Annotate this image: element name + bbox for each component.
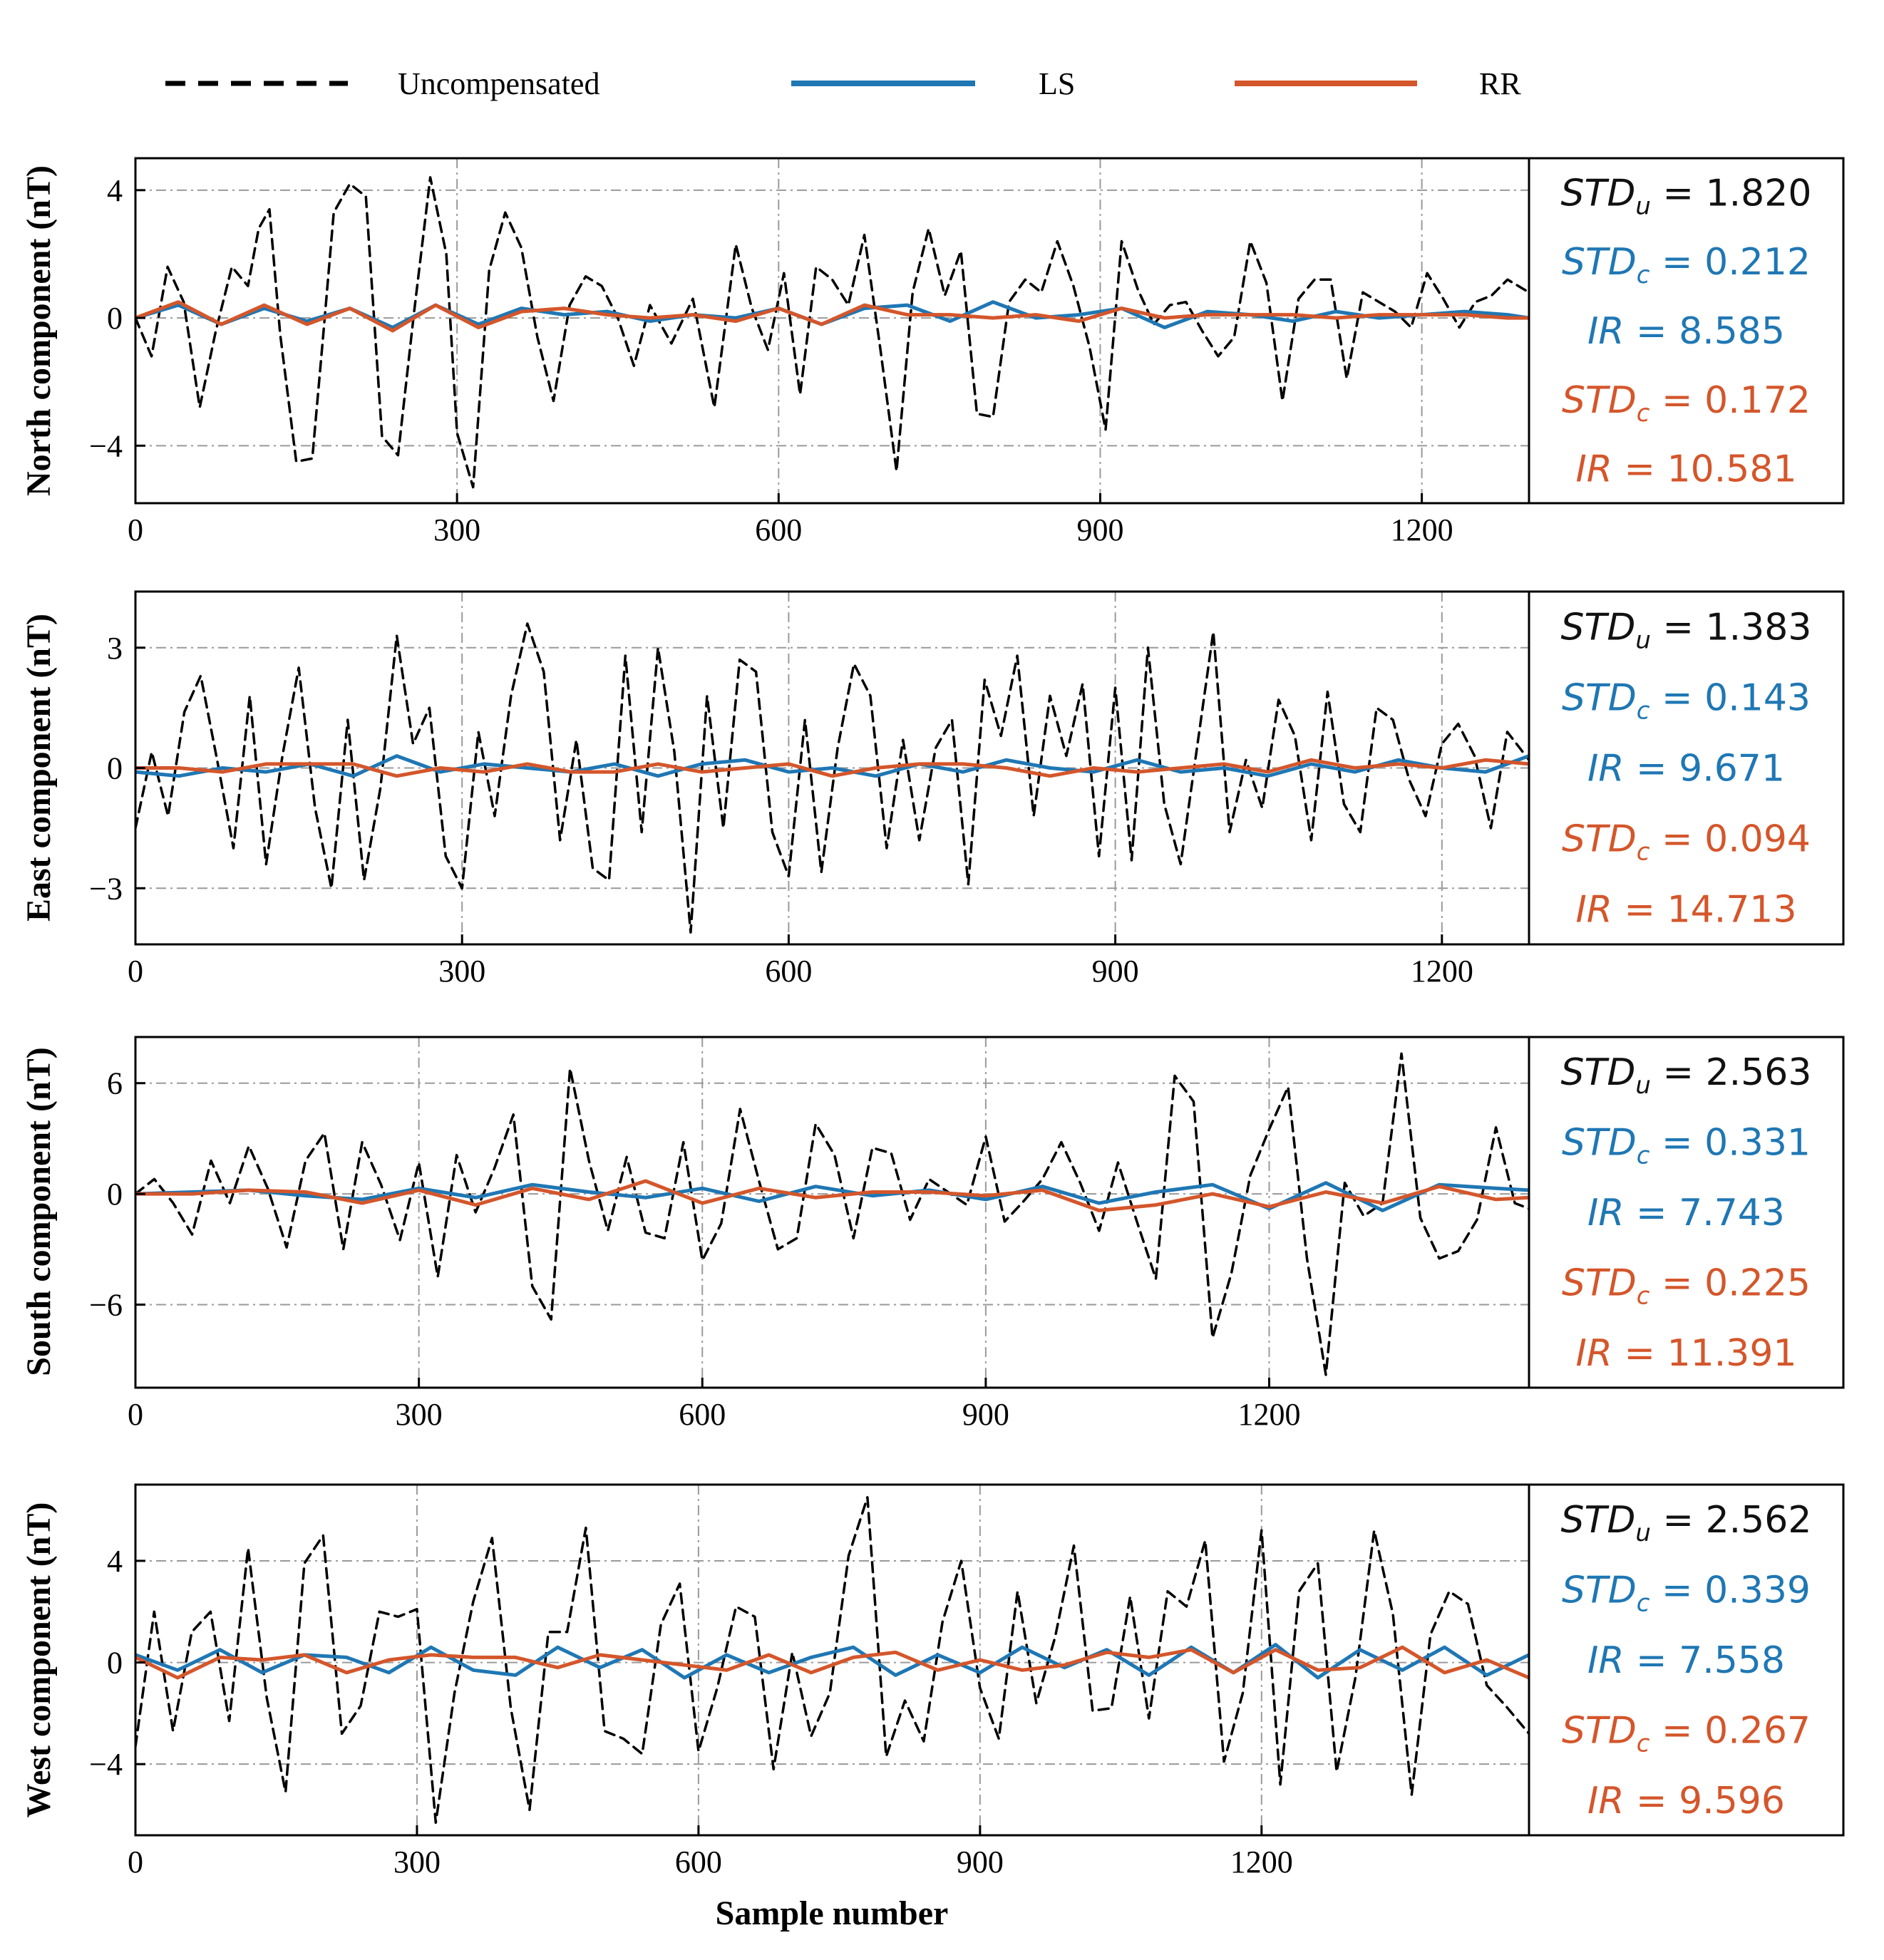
- stat-std-c-rr: STDc = 0.267: [1562, 1709, 1811, 1758]
- x-tick-label: 900: [957, 1845, 1004, 1879]
- x-tick-label: 0: [128, 954, 143, 989]
- y-tick-label: 4: [107, 173, 123, 208]
- y-tick-label: −4: [89, 428, 123, 463]
- stat-std-c-rr: STDc = 0.094: [1562, 818, 1811, 867]
- x-tick-label: 300: [438, 954, 485, 989]
- x-tick-label: 900: [1076, 512, 1123, 547]
- stat-ir-ls: IR = 8.585: [1587, 310, 1785, 353]
- stat-ir-rr: IR = 14.713: [1575, 889, 1796, 932]
- east-series-rr: [135, 758, 1529, 778]
- x-tick-label: 600: [765, 954, 812, 989]
- east-panel: −3 0 3 0 300 600 900 1200 East component (nT) S…: [20, 590, 1845, 989]
- west-series-uncompensated: [135, 1496, 1529, 1824]
- south-series-uncompensated: [135, 1052, 1529, 1376]
- x-tick-label: 600: [755, 512, 802, 547]
- stat-std-c-ls: STDc = 0.331: [1562, 1122, 1811, 1170]
- west-ylabel: West component (nT): [20, 1502, 58, 1818]
- stat-ir-ls: IR = 7.743: [1587, 1192, 1785, 1234]
- x-tick-label: 1200: [1411, 954, 1473, 989]
- stat-ir-rr: IR = 9.596: [1587, 1780, 1785, 1822]
- north-stats-box: [1528, 157, 1845, 505]
- y-tick-label: 0: [107, 1646, 123, 1681]
- legend-label-rr: RR: [1479, 66, 1521, 101]
- stat-std-u-uncompensated: STDu = 2.562: [1561, 1499, 1812, 1547]
- south-ylabel: South component (nT): [20, 1047, 58, 1376]
- south-plot-area: −6 0 6 0 300 600 900 1200: [89, 1037, 1529, 1432]
- legend: Uncompensated LS RR: [165, 66, 1521, 101]
- y-tick-label: −4: [89, 1747, 123, 1782]
- west-series-rr: [135, 1645, 1529, 1680]
- legend-label-uncompensated: Uncompensated: [398, 66, 599, 101]
- x-tick-label: 300: [433, 512, 480, 547]
- x-tick-label: 300: [393, 1845, 441, 1879]
- west-plot-area: −4 0 4 0 300 600 900 1200: [89, 1485, 1529, 1879]
- stat-ir-rr: IR = 10.581: [1575, 448, 1796, 491]
- x-tick-label: 0: [128, 512, 143, 547]
- stat-std-c-rr: STDc = 0.172: [1562, 379, 1811, 428]
- y-tick-label: 4: [107, 1544, 123, 1579]
- stat-std-u-uncompensated: STDu = 1.383: [1561, 607, 1812, 655]
- x-tick-label: 600: [679, 1397, 726, 1432]
- y-tick-label: −3: [89, 871, 123, 906]
- x-tick-label: 900: [1092, 954, 1139, 989]
- west-panel: −4 0 4 0 300 600 900 1200 West component (nT) S…: [20, 1483, 1845, 1879]
- y-tick-label: −6: [89, 1287, 123, 1322]
- north-plot-frame: [134, 157, 1530, 505]
- west-stats-box: [1528, 1483, 1845, 1837]
- east-ylabel: East component (nT): [20, 614, 58, 922]
- east-plot-area: −3 0 3 0 300 600 900 1200: [89, 592, 1529, 989]
- x-axis-title: Sample number: [716, 1894, 949, 1932]
- x-tick-label: 1200: [1391, 512, 1453, 547]
- south-stats-box: [1528, 1036, 1845, 1389]
- x-tick-label: 0: [128, 1397, 143, 1432]
- y-tick-label: 0: [107, 301, 123, 336]
- y-tick-label: 0: [107, 751, 123, 786]
- stat-std-c-ls: STDc = 0.212: [1562, 241, 1811, 289]
- north-series-ls: [135, 300, 1529, 329]
- x-tick-label: 600: [675, 1845, 722, 1879]
- stat-std-c-rr: STDc = 0.225: [1562, 1262, 1811, 1310]
- stat-std-u-uncompensated: STDu = 1.820: [1561, 172, 1812, 220]
- x-tick-label: 1200: [1238, 1397, 1301, 1432]
- stat-ir-rr: IR = 11.391: [1575, 1332, 1796, 1375]
- south-series-rr: [135, 1179, 1529, 1212]
- x-tick-label: 900: [962, 1397, 1009, 1432]
- north-series-uncompensated: [135, 176, 1529, 489]
- x-tick-label: 1200: [1230, 1845, 1293, 1879]
- y-tick-label: 6: [107, 1066, 123, 1101]
- stat-std-c-ls: STDc = 0.339: [1562, 1569, 1811, 1618]
- legend-label-ls: LS: [1039, 66, 1075, 101]
- north-series-rr: [135, 300, 1529, 333]
- north-ylabel: North component (nT): [20, 165, 58, 496]
- y-tick-label: 0: [107, 1177, 123, 1212]
- stat-ir-ls: IR = 9.671: [1587, 748, 1785, 790]
- stat-ir-ls: IR = 7.558: [1587, 1639, 1785, 1682]
- x-tick-label: 0: [128, 1845, 143, 1879]
- x-tick-label: 300: [396, 1397, 443, 1432]
- north-plot-area: −4 0 4 0 300 600 900 1200: [89, 158, 1529, 547]
- stat-std-u-uncompensated: STDu = 2.563: [1561, 1051, 1812, 1100]
- west-plot-frame: [134, 1483, 1530, 1837]
- east-series-uncompensated: [135, 622, 1529, 934]
- stat-std-c-ls: STDc = 0.143: [1562, 677, 1811, 726]
- y-tick-label: 3: [107, 631, 123, 666]
- east-stats-box: [1528, 590, 1845, 946]
- south-series-ls: [135, 1181, 1529, 1212]
